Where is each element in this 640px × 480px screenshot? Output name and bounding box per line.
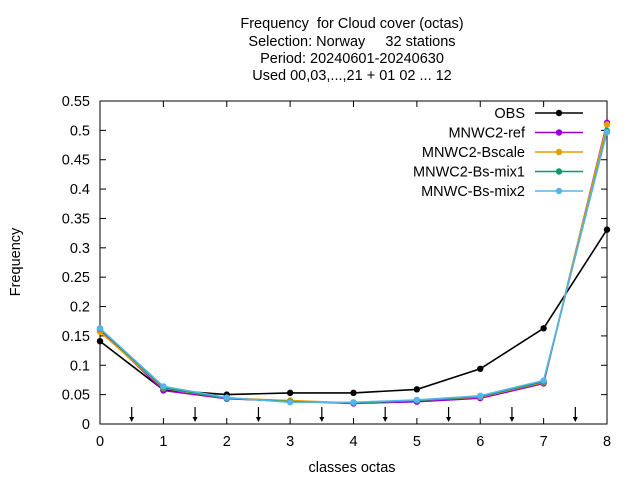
legend-label: MNWC2-ref xyxy=(448,126,525,142)
y-tick-label: 0.05 xyxy=(62,388,90,404)
legend: OBS MNWC2-ref MNWC2-Bscale MNWC2-Bs-mix1 MNW… xyxy=(413,106,583,200)
data-point xyxy=(603,128,611,136)
series-line xyxy=(99,122,608,405)
title-line-2: Selection: Norway 32 stations xyxy=(248,34,456,50)
data-point xyxy=(413,386,421,393)
data-point xyxy=(96,337,104,345)
x-tick-label: 5 xyxy=(413,434,421,450)
x-tick-label: 6 xyxy=(476,434,484,450)
y-tick-label: 0 xyxy=(82,417,90,433)
legend-item: MNWC2-Bscale xyxy=(422,145,583,161)
x-tick-label: 7 xyxy=(540,434,548,450)
data-point xyxy=(477,365,484,372)
y-tick-label: 0.4 xyxy=(70,182,90,198)
data-point xyxy=(96,325,104,332)
x-tick-label: 3 xyxy=(286,434,294,450)
series-mnwc2-ref xyxy=(96,119,611,407)
boundary-arrow xyxy=(572,407,578,422)
series-mnwc-bs-mix2 xyxy=(96,128,611,406)
legend-swatch-marker xyxy=(555,148,563,156)
series-obs xyxy=(96,226,611,398)
data-point xyxy=(223,394,230,401)
title-line-4: Used 00,03,...,21 + 01 02 ... 12 xyxy=(252,68,452,84)
legend-swatch-marker xyxy=(555,129,563,136)
axes: 0 0.05 0.1 0.15 0.2 0.25 0.3 0.35 0.4 0.45 0.5 0.55… xyxy=(62,94,611,450)
x-tick-label: 2 xyxy=(223,434,231,450)
legend-swatch-marker xyxy=(555,187,563,195)
legend-label: OBS xyxy=(494,106,525,122)
boundary-arrow xyxy=(129,407,135,422)
boundary-arrow xyxy=(509,407,515,422)
series-mnwc2-bscale xyxy=(96,121,611,407)
y-tick-label: 0.1 xyxy=(70,358,90,374)
data-point xyxy=(477,392,484,400)
x-tick-label: 4 xyxy=(349,434,357,450)
y-tick-label: 0.35 xyxy=(62,211,90,227)
x-tick-label: 0 xyxy=(96,434,104,450)
legend-item: MNWC2-ref xyxy=(448,126,583,142)
data-point xyxy=(540,325,547,332)
x-tick-label: 1 xyxy=(159,434,167,450)
y-tick-label: 0.2 xyxy=(70,300,90,316)
title-line-1: Frequency for Cloud cover (octas) xyxy=(240,16,464,32)
y-tick-label: 0.25 xyxy=(62,270,90,286)
title-line-3: Period: 20240601-20240630 xyxy=(260,51,444,67)
data-point xyxy=(160,383,167,390)
data-point xyxy=(350,399,357,406)
legend-swatch-marker xyxy=(555,109,563,117)
x-axis-label: classes octas xyxy=(308,460,395,476)
series-line xyxy=(99,124,608,404)
series-line xyxy=(99,131,608,404)
data-point xyxy=(540,377,547,384)
x-tick-label: 8 xyxy=(603,434,611,450)
series-lines xyxy=(96,119,611,407)
boundary-arrow xyxy=(192,407,198,422)
plot-frame xyxy=(99,100,608,425)
data-point xyxy=(286,399,294,406)
legend-label: MNWC-Bs-mix2 xyxy=(421,184,525,200)
boundary-arrow xyxy=(255,407,261,422)
legend-label: MNWC2-Bscale xyxy=(422,145,525,161)
y-tick-label: 0.3 xyxy=(70,241,90,257)
legend-label: MNWC2-Bs-mix1 xyxy=(413,165,525,181)
data-point xyxy=(603,226,611,233)
data-point xyxy=(350,389,357,397)
boundary-arrow xyxy=(382,407,388,422)
boundary-arrow xyxy=(446,407,452,422)
class-boundary-arrows xyxy=(129,407,578,422)
data-point xyxy=(603,121,611,128)
series-line xyxy=(99,130,608,404)
y-tick-label: 0.55 xyxy=(62,94,90,110)
series-mnwc2-bs-mix1 xyxy=(96,127,611,407)
legend-item: MNWC-Bs-mix2 xyxy=(421,184,583,200)
legend-swatch-marker xyxy=(555,168,563,175)
y-tick-label: 0.5 xyxy=(70,123,90,139)
y-tick-label: 0.45 xyxy=(62,153,90,169)
y-tick-label: 0.15 xyxy=(62,329,90,345)
y-axis-label: Frequency xyxy=(8,227,24,296)
series-line xyxy=(99,229,608,396)
data-point xyxy=(413,396,421,404)
boundary-arrow xyxy=(319,407,325,422)
legend-item: OBS xyxy=(494,106,583,122)
data-point xyxy=(286,389,294,397)
legend-item: MNWC2-Bs-mix1 xyxy=(413,165,583,181)
